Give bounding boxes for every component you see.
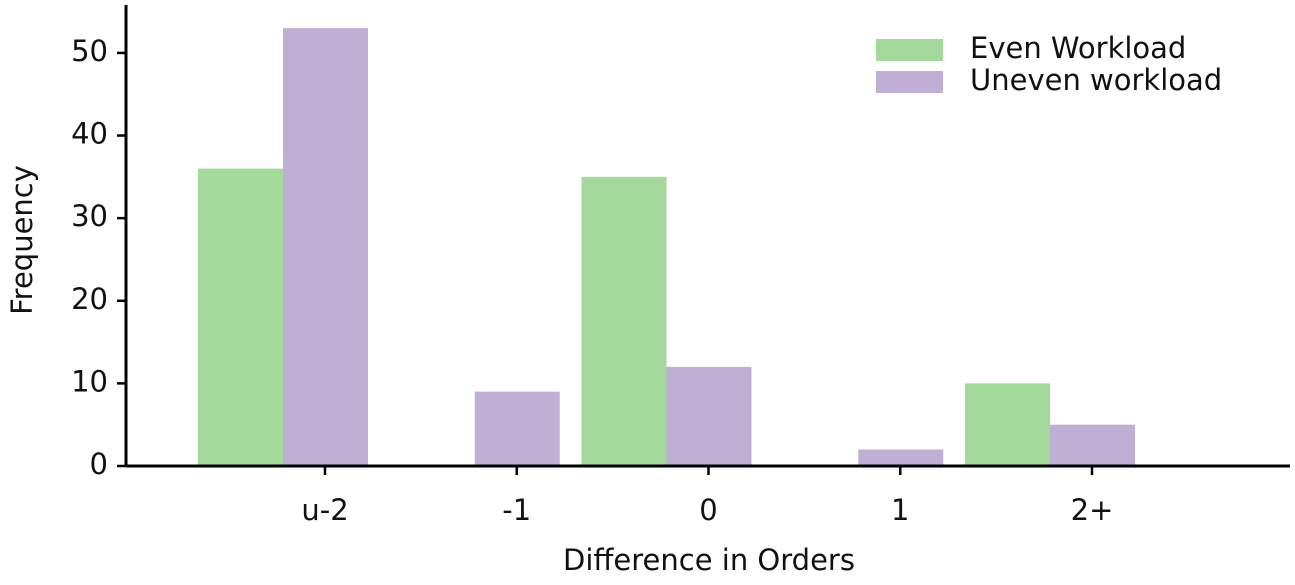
y-axis-label: Frequency [5, 165, 39, 315]
x-tick-label: u-2 [301, 493, 348, 527]
bar [581, 176, 667, 467]
y-tick-label: 30 [71, 199, 108, 233]
bar [858, 449, 944, 466]
legend-label: Uneven workload [970, 63, 1222, 97]
x-tick-label: 0 [699, 493, 717, 527]
bar [965, 383, 1050, 466]
y-tick-label: 50 [71, 34, 108, 68]
x-tick-label: 2+ [1071, 493, 1114, 527]
bar [474, 391, 560, 466]
legend-swatch [876, 39, 943, 61]
y-tick-label: 10 [71, 364, 108, 398]
legend-swatch [876, 71, 943, 93]
x-axis-label: Difference in Orders [563, 543, 855, 577]
x-tick-label: -1 [502, 493, 531, 527]
bar [666, 366, 752, 466]
x-tick-label: 1 [891, 493, 909, 527]
y-tick-label: 20 [71, 282, 108, 316]
y-tick-label: 40 [71, 117, 108, 151]
legend-label: Even Workload [970, 31, 1186, 65]
bar [283, 28, 368, 466]
y-tick-label: 0 [90, 447, 108, 481]
bar [1050, 424, 1135, 466]
bar [198, 168, 283, 467]
